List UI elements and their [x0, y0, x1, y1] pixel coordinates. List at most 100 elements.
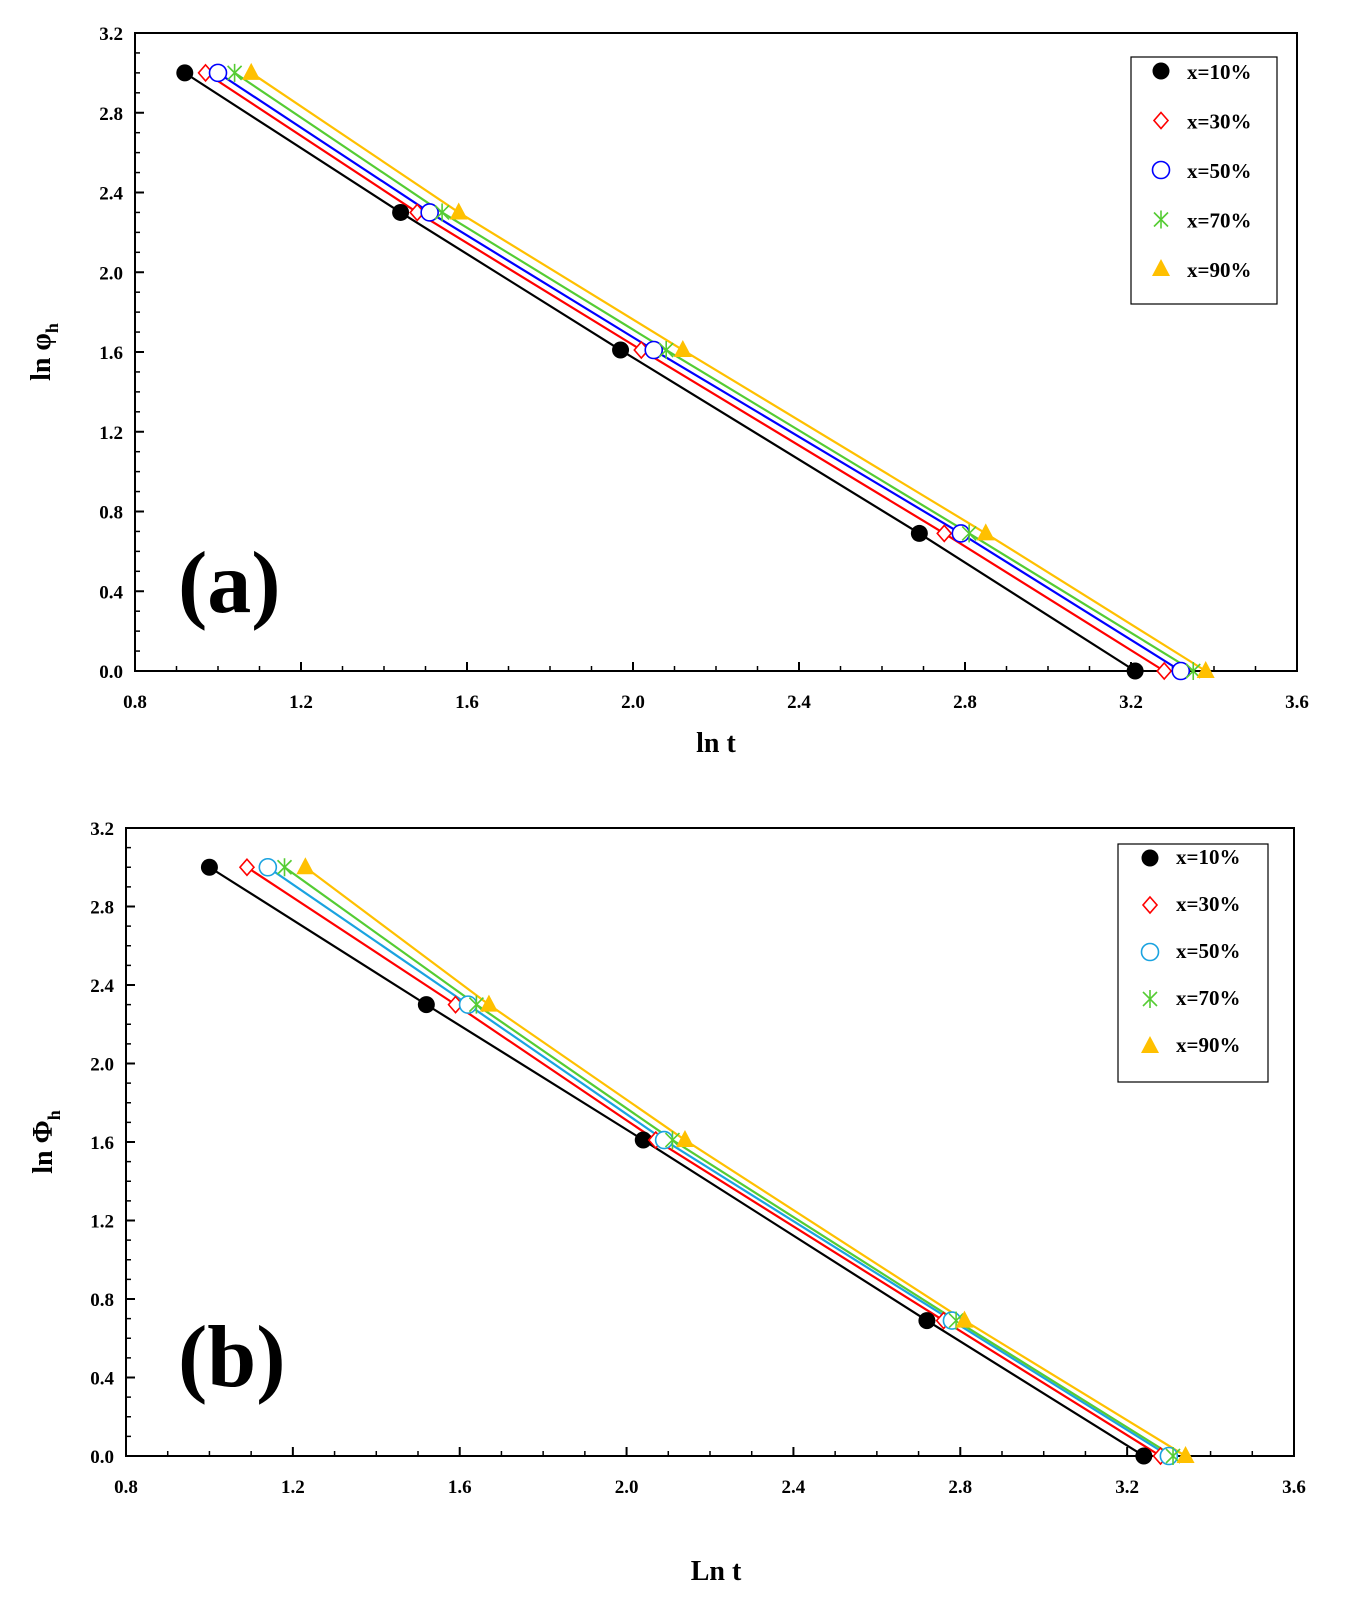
plot-frame: [134, 32, 1298, 672]
y-axis-title-subscript: h: [42, 323, 62, 333]
marker-point: [417, 996, 435, 1014]
y-axis-title-main: ln Φ: [28, 1120, 59, 1174]
marker-point: [612, 341, 630, 359]
series-x10: [208, 866, 1145, 1457]
marker-point: [1141, 895, 1159, 915]
chart-panel-b: 0.8 1.2 1.6 2.0 2.4 2.8 3.2 3.6 0.0 0.4 0.8 1.2 1.6 2…: [28, 819, 1306, 1587]
marker-point: [644, 340, 664, 360]
marker-point: [1159, 1446, 1179, 1466]
series-line: [250, 71, 1207, 672]
legend-label: x=70%: [1187, 209, 1251, 233]
series-line: [233, 71, 1194, 672]
marker-point: [449, 202, 468, 220]
series-markers: [296, 857, 1195, 1463]
series-line: [204, 71, 1165, 672]
y-tick-label: 0.8: [90, 1290, 114, 1311]
marker-point: [1141, 849, 1159, 867]
marker-point: [1152, 259, 1170, 276]
legend-box: [1130, 56, 1278, 305]
x-tick-label: 3.6: [1285, 692, 1309, 713]
marker-point: [1165, 1447, 1181, 1465]
legend-item: x=10%: [1152, 60, 1251, 84]
series-markers: [227, 63, 1201, 680]
marker-point: [658, 341, 674, 360]
y-tick-label: 2.8: [99, 104, 123, 125]
marker-point: [200, 858, 218, 876]
marker-point: [392, 203, 410, 221]
marker-point: [468, 995, 484, 1014]
marker-point: [918, 1312, 936, 1330]
legend-label: x=10%: [1176, 845, 1240, 869]
legend-item: x=90%: [1152, 258, 1251, 282]
marker-point: [936, 524, 953, 543]
y-tick-label: 1.6: [90, 1133, 114, 1154]
series-x90: [250, 71, 1207, 672]
legend-label: x=30%: [1187, 110, 1251, 134]
marker-point: [276, 858, 293, 877]
legend-label: x=70%: [1176, 986, 1240, 1010]
y-tick-label: 2.8: [90, 898, 114, 919]
y-tick-label: 3.2: [99, 24, 123, 45]
y-tick-label: 0.8: [99, 503, 123, 524]
x-tick-label: 0.8: [123, 692, 147, 713]
x-tick-label: 2.4: [787, 692, 811, 713]
legend-item: x=30%: [1152, 110, 1251, 134]
marker-point: [1151, 160, 1171, 180]
marker-point: [242, 62, 261, 80]
legend-label: x=50%: [1176, 939, 1240, 963]
marker-point: [238, 858, 256, 877]
marker-point: [1156, 661, 1173, 681]
marker-point: [258, 857, 278, 877]
marker-point: [664, 1131, 681, 1150]
series-markers: [200, 858, 1153, 1465]
legend-item: x=90%: [1141, 1033, 1240, 1057]
chart-panel-a: 0.8 1.2 1.6 2.0 2.4 2.8 3.2 3.6 0.0 0.4 0.8 1.2 1.6 2…: [26, 24, 1309, 759]
legend-item: x=50%: [1151, 159, 1251, 183]
series-x30: [246, 866, 1162, 1457]
y-tick-label: 0.4: [99, 582, 123, 603]
series-line: [217, 71, 1182, 672]
marker-point: [208, 63, 228, 83]
marker-point: [296, 857, 315, 875]
marker-point: [1126, 662, 1144, 680]
x-tick-label: 1.2: [281, 1477, 305, 1498]
panel-label: (a): [178, 535, 281, 632]
marker-point: [673, 340, 692, 358]
marker-point: [227, 63, 243, 82]
series-line: [304, 866, 1187, 1457]
marker-point: [1135, 1447, 1153, 1465]
x-tick-label: 2.4: [782, 1477, 806, 1498]
legend-item: x=70%: [1153, 209, 1251, 233]
marker-point: [1142, 990, 1158, 1008]
series-markers: [208, 63, 1191, 681]
marker-point: [1152, 62, 1170, 80]
marker-point: [176, 64, 194, 82]
y-axis-title-main: ln φ: [26, 333, 57, 381]
marker-point: [634, 1131, 652, 1149]
series-markers: [276, 858, 1181, 1465]
x-tick-label: 3.6: [1282, 1477, 1306, 1498]
series-x10: [184, 71, 1136, 672]
series-markers: [176, 64, 1144, 680]
marker-point: [675, 1130, 694, 1148]
y-tick-label: 0.4: [90, 1369, 114, 1390]
panel-label: (b): [178, 1309, 286, 1406]
marker-point: [479, 994, 498, 1012]
series-x90: [304, 866, 1187, 1457]
marker-point: [420, 203, 439, 222]
series-x70: [233, 71, 1194, 672]
legend-label: x=50%: [1187, 159, 1251, 183]
marker-point: [1153, 210, 1169, 229]
marker-point: [910, 524, 928, 542]
y-axis-title: ln Φh: [28, 1110, 64, 1174]
y-tick-label: 2.4: [99, 184, 123, 205]
y-axis-title-subscript: h: [44, 1110, 64, 1120]
x-tick-label: 2.0: [615, 1477, 639, 1498]
y-axis-title: ln φh: [26, 323, 62, 381]
marker-point: [1140, 942, 1160, 962]
series-markers: [242, 62, 1215, 678]
y-tick-label: 1.2: [99, 423, 123, 444]
series-line: [246, 866, 1162, 1457]
series-line: [184, 71, 1136, 672]
x-tick-label: 1.6: [455, 692, 479, 713]
